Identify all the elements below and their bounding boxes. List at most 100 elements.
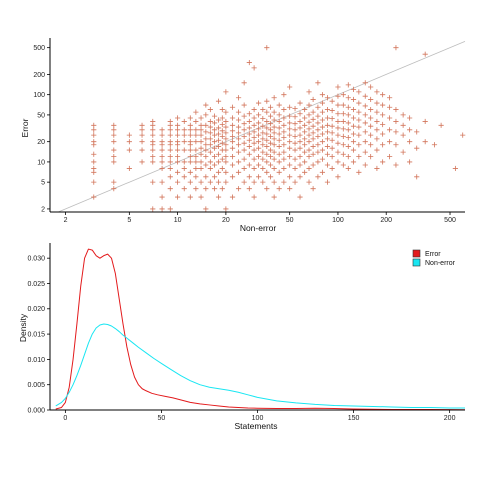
scatter-point <box>400 132 406 138</box>
scatter-x-tick-label: 5 <box>127 217 131 224</box>
scatter-point <box>281 142 287 148</box>
scatter-point <box>246 111 252 117</box>
scatter-point <box>362 120 368 126</box>
scatter-point <box>329 116 335 122</box>
scatter-point <box>159 206 165 212</box>
scatter-point <box>198 115 204 121</box>
scatter-point <box>193 174 199 180</box>
scatter-point <box>324 143 331 150</box>
scatter-point <box>368 153 374 160</box>
scatter-point <box>350 115 357 121</box>
scatter-point <box>362 103 368 109</box>
scatter-point <box>159 139 165 145</box>
scatter-point <box>215 194 222 200</box>
scatter-point <box>229 115 236 121</box>
scatter-point <box>203 174 209 180</box>
scatter-point <box>310 109 316 115</box>
scatter-point <box>306 153 312 160</box>
scatter-point <box>159 127 165 133</box>
scatter-point <box>340 142 346 148</box>
scatter-point <box>256 112 262 118</box>
scatter-point <box>340 133 346 139</box>
scatter-point <box>306 126 312 132</box>
scatter-point <box>297 153 303 160</box>
scatter-point <box>256 139 262 145</box>
scatter-point <box>324 129 331 135</box>
scatter-y-tick-label: 100 <box>33 92 45 99</box>
legend-swatch-non-error <box>412 258 421 267</box>
scatter-point <box>235 117 242 123</box>
scatter-point <box>235 149 242 155</box>
scatter-point <box>345 82 351 88</box>
scatter-point <box>181 118 187 125</box>
scatter-point <box>91 165 97 172</box>
scatter-point <box>211 113 218 119</box>
scatter-point <box>264 125 270 131</box>
density-x-tick-label: 200 <box>444 415 456 422</box>
scatter-point <box>310 130 316 136</box>
scatter-point <box>324 162 331 168</box>
scatter-point <box>356 100 362 106</box>
scatter-point <box>319 131 326 137</box>
scatter-point <box>302 149 308 155</box>
scatter-point <box>340 118 346 125</box>
scatter-point <box>203 186 209 192</box>
scatter-point <box>203 162 209 168</box>
scatter-point <box>335 111 341 117</box>
scatter-point <box>223 206 229 212</box>
scatter-point <box>207 179 213 185</box>
scatter-point <box>335 84 341 90</box>
scatter-point <box>431 142 438 148</box>
scatter-point <box>319 139 326 145</box>
scatter-point <box>139 132 145 138</box>
scatter-point <box>193 159 199 165</box>
scatter-point <box>387 153 393 160</box>
scatter-point <box>126 165 132 172</box>
scatter-point <box>267 162 274 168</box>
scatter-point <box>393 129 399 135</box>
scatter-x-tick-label: 200 <box>380 217 392 224</box>
scatter-point <box>302 159 308 165</box>
scatter-point <box>219 140 225 146</box>
scatter-point <box>297 125 303 131</box>
scatter-point <box>335 125 341 131</box>
scatter-point <box>374 109 380 115</box>
density-y-tick-label: 0.005 <box>27 382 45 389</box>
scatter-point <box>198 165 204 172</box>
scatter-point <box>203 129 209 135</box>
scatter-point <box>374 165 380 172</box>
scatter-point <box>380 112 386 118</box>
scatter-point <box>139 127 145 133</box>
scatter-y-ticks: 2 5 10 20 50 100 200 500 <box>33 45 50 213</box>
scatter-point <box>167 165 173 172</box>
scatter-point <box>310 136 316 142</box>
scatter-point <box>241 140 247 146</box>
scatter-point <box>329 145 335 151</box>
scatter-point <box>181 147 187 153</box>
scatter-point <box>264 186 270 192</box>
density-x-tick-label: 100 <box>252 415 264 422</box>
density-y-tick-label: 0.030 <box>27 256 45 263</box>
scatter-point <box>193 147 199 153</box>
scatter-point <box>246 131 252 137</box>
scatter-point <box>91 159 97 165</box>
scatter-point <box>193 153 199 160</box>
scatter-point <box>345 143 351 150</box>
scatter-point <box>219 121 225 128</box>
scatter-point <box>302 136 308 142</box>
scatter-point <box>387 104 393 110</box>
scatter-point <box>187 153 193 160</box>
scatter-point <box>292 179 298 185</box>
scatter-point <box>350 159 357 165</box>
scatter-point <box>175 127 181 133</box>
scatter-point <box>150 159 156 165</box>
scatter-point <box>380 121 386 128</box>
scatter-point <box>235 124 242 130</box>
scatter-point <box>211 145 218 151</box>
scatter-point <box>297 100 303 106</box>
scatter-point <box>407 115 413 121</box>
scatter-point <box>362 162 368 168</box>
scatter-point <box>387 95 393 101</box>
scatter-point <box>235 142 242 148</box>
scatter-point <box>422 139 428 145</box>
